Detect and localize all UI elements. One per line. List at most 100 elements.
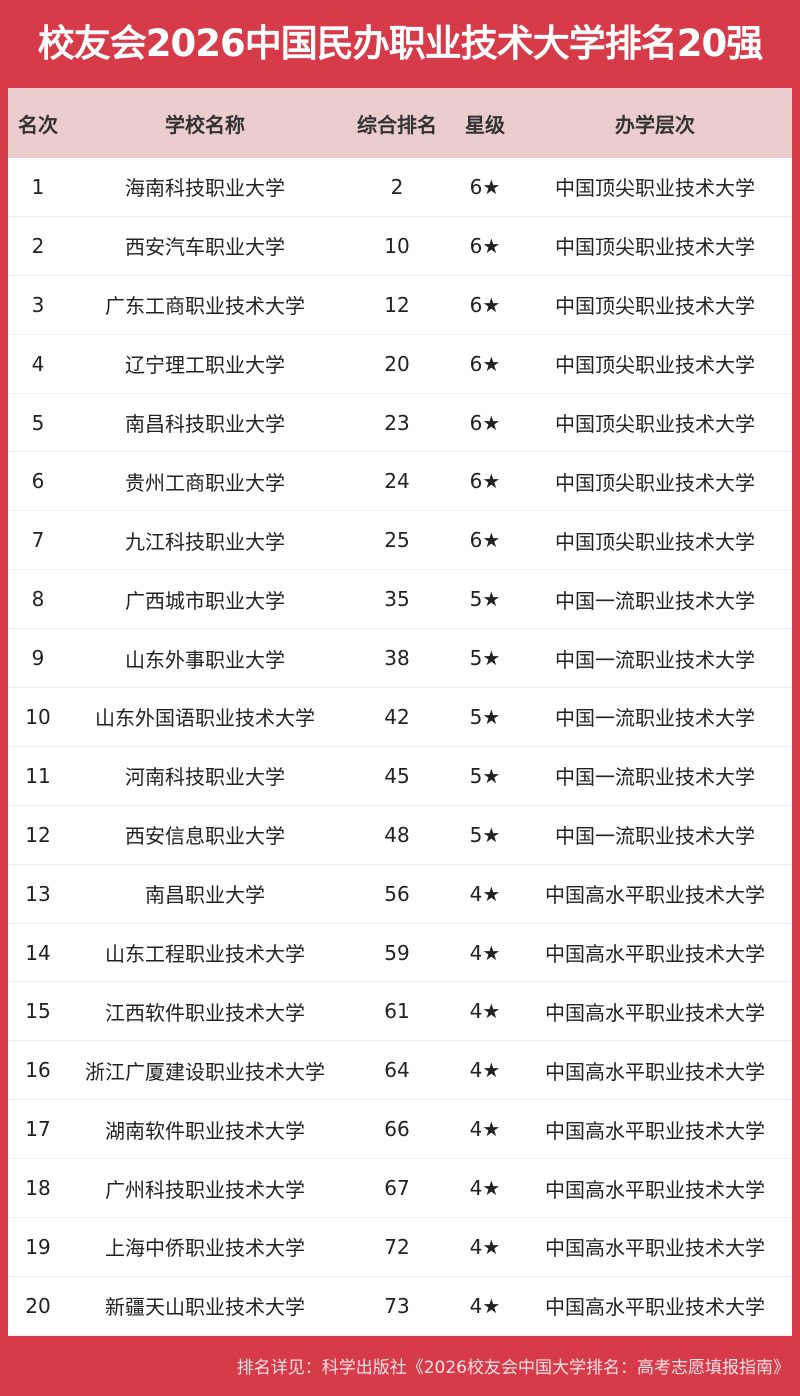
cell-overall: 35 xyxy=(384,587,410,612)
cell-overall: 61 xyxy=(384,999,410,1024)
table-row: 5 南昌科技职业大学 23 6★ 中国顶尖职业技术大学 xyxy=(8,394,792,453)
cell-rank: 11 xyxy=(25,763,51,788)
table-row: 6 贵州工商职业大学 24 6★ 中国顶尖职业技术大学 xyxy=(8,452,792,512)
cell-rank: 14 xyxy=(25,940,51,965)
cell-overall: 72 xyxy=(384,1234,410,1259)
cell-overall: 64 xyxy=(384,1058,410,1083)
cell-stars: 6★ xyxy=(469,292,501,317)
cell-school: 山东工程职业技术大学 xyxy=(105,942,305,967)
cell-level: 中国一流职业技术大学 xyxy=(555,647,755,672)
cell-rank: 10 xyxy=(25,704,51,729)
table-row: 14 山东工程职业技术大学 59 4★ 中国高水平职业技术大学 xyxy=(8,924,792,983)
table-row: 7 九江科技职业大学 25 6★ 中国顶尖职业技术大学 xyxy=(8,511,792,571)
cell-level: 中国高水平职业技术大学 xyxy=(545,1000,765,1025)
cell-rank: 19 xyxy=(25,1234,51,1259)
cell-overall: 38 xyxy=(384,646,410,671)
cell-level: 中国高水平职业技术大学 xyxy=(545,1177,765,1202)
cell-level: 中国顶尖职业技术大学 xyxy=(555,176,755,201)
cell-overall: 73 xyxy=(384,1293,410,1318)
header-rank: 名次 xyxy=(18,112,58,137)
cell-rank: 17 xyxy=(25,1117,51,1142)
cell-school: 西安信息职业大学 xyxy=(125,824,285,849)
cell-stars: 6★ xyxy=(469,233,501,258)
cell-school: 广州科技职业技术大学 xyxy=(105,1177,305,1202)
table-row: 10 山东外国语职业技术大学 42 5★ 中国一流职业技术大学 xyxy=(8,688,792,747)
cell-overall: 24 xyxy=(384,469,410,494)
table-row: 1 海南科技职业大学 2 6★ 中国顶尖职业技术大学 xyxy=(8,158,792,217)
cell-overall: 2 xyxy=(390,174,404,199)
cell-level: 中国顶尖职业技术大学 xyxy=(555,412,755,436)
table-row: 19 上海中侨职业技术大学 72 4★ 中国高水平职业技术大学 xyxy=(8,1218,792,1277)
cell-stars: 5★ xyxy=(469,704,501,729)
cell-school: 新疆天山职业技术大学 xyxy=(105,1295,305,1320)
cell-level: 中国顶尖职业技术大学 xyxy=(555,470,755,495)
cell-stars: 6★ xyxy=(469,351,501,376)
cell-rank: 8 xyxy=(31,587,45,612)
cell-overall: 45 xyxy=(384,763,410,788)
header-school: 学校名称 xyxy=(165,112,245,137)
cell-stars: 4★ xyxy=(469,1234,501,1259)
cell-stars: 4★ xyxy=(469,1117,501,1142)
cell-school: 贵州工商职业大学 xyxy=(125,470,285,495)
cell-school: 山东外国语职业技术大学 xyxy=(95,706,315,731)
cell-overall: 25 xyxy=(384,528,410,553)
cell-level: 中国高水平职业技术大学 xyxy=(545,1118,765,1143)
cell-stars: 5★ xyxy=(469,763,501,788)
cell-stars: 5★ xyxy=(469,587,501,612)
header-stars: 星级 xyxy=(465,112,505,137)
ranking-table: 名次 学校名称 综合排名 星级 办学层次 1 海南科技职业大学 2 6★ 中国顶尖职业技… xyxy=(8,88,792,1336)
cell-school: 南昌职业大学 xyxy=(145,883,265,908)
cell-level: 中国高水平职业技术大学 xyxy=(545,942,765,967)
cell-school: 湖南软件职业技术大学 xyxy=(105,1118,305,1143)
cell-school: 南昌科技职业大学 xyxy=(125,412,285,436)
cell-stars: 6★ xyxy=(469,174,501,199)
table-header: 名次 学校名称 综合排名 星级 办学层次 xyxy=(8,88,792,158)
cell-rank: 15 xyxy=(25,999,51,1024)
cell-rank: 1 xyxy=(31,174,45,199)
cell-rank: 20 xyxy=(25,1293,51,1318)
cell-rank: 9 xyxy=(31,646,45,671)
cell-school: 浙江广厦建设职业技术大学 xyxy=(85,1059,325,1084)
cell-rank: 13 xyxy=(25,881,51,906)
table-row: 15 江西软件职业技术大学 61 4★ 中国高水平职业技术大学 xyxy=(8,982,792,1042)
cell-rank: 12 xyxy=(25,822,51,847)
table-row: 13 南昌职业大学 56 4★ 中国高水平职业技术大学 xyxy=(8,865,792,924)
cell-stars: 4★ xyxy=(469,1293,501,1318)
cell-rank: 18 xyxy=(25,1176,51,1201)
cell-school: 辽宁理工职业大学 xyxy=(125,353,285,378)
table-row: 18 广州科技职业技术大学 67 4★ 中国高水平职业技术大学 xyxy=(8,1159,792,1219)
cell-level: 中国一流职业技术大学 xyxy=(555,824,755,849)
cell-level: 中国高水平职业技术大学 xyxy=(545,883,765,908)
cell-rank: 2 xyxy=(31,233,45,258)
cell-overall: 20 xyxy=(384,351,410,376)
cell-rank: 16 xyxy=(25,1058,51,1083)
cell-overall: 66 xyxy=(384,1117,410,1142)
cell-overall: 48 xyxy=(384,822,410,847)
cell-school: 江西软件职业技术大学 xyxy=(105,1000,305,1025)
table-row: 12 西安信息职业大学 48 5★ 中国一流职业技术大学 xyxy=(8,806,792,865)
page-title: 校友会2026中国民办职业技术大学排名20强 xyxy=(37,22,763,65)
cell-stars: 5★ xyxy=(469,822,501,847)
cell-school: 广西城市职业大学 xyxy=(125,588,285,613)
cell-level: 中国顶尖职业技术大学 xyxy=(555,294,755,319)
cell-overall: 12 xyxy=(384,292,410,317)
cell-overall: 42 xyxy=(384,704,410,729)
cell-level: 中国高水平职业技术大学 xyxy=(545,1295,765,1320)
cell-level: 中国高水平职业技术大学 xyxy=(545,1059,765,1084)
cell-stars: 6★ xyxy=(469,469,501,494)
cell-level: 中国顶尖职业技术大学 xyxy=(555,529,755,554)
cell-school: 海南科技职业大学 xyxy=(125,176,285,201)
cell-level: 中国一流职业技术大学 xyxy=(555,706,755,731)
table-row: 3 广东工商职业技术大学 12 6★ 中国顶尖职业技术大学 xyxy=(8,276,792,335)
table-row: 4 辽宁理工职业大学 20 6★ 中国顶尖职业技术大学 xyxy=(8,335,792,394)
cell-stars: 4★ xyxy=(469,881,501,906)
cell-school: 广东工商职业技术大学 xyxy=(105,294,305,319)
cell-stars: 6★ xyxy=(469,528,501,553)
cell-overall: 56 xyxy=(384,881,410,906)
cell-school: 九江科技职业大学 xyxy=(125,529,285,554)
cell-level: 中国顶尖职业技术大学 xyxy=(555,353,755,378)
cell-overall: 23 xyxy=(384,410,410,435)
table-row: 17 湖南软件职业技术大学 66 4★ 中国高水平职业技术大学 xyxy=(8,1100,792,1160)
cell-school: 河南科技职业大学 xyxy=(125,765,285,790)
cell-school: 山东外事职业大学 xyxy=(125,647,285,672)
